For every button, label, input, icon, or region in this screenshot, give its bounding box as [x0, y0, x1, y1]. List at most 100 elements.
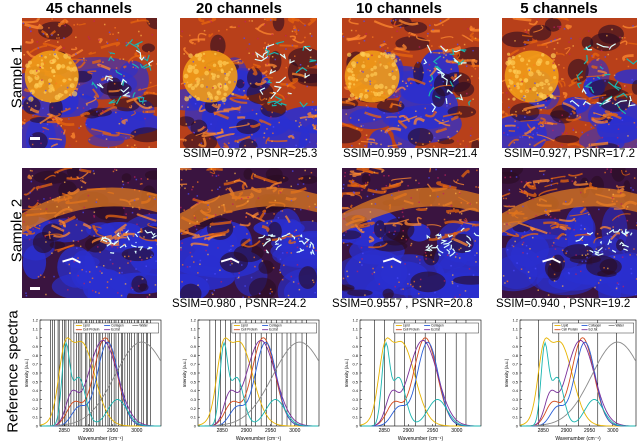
spectra-chart-5: 0 0.1 0.2 0.3 0.4 0.5 0.6 0.7 0.8 0.9 1 1.1 1.2 2850 2… — [504, 318, 637, 442]
spectrum-extra — [360, 341, 481, 427]
spectrum-lipid — [39, 337, 161, 427]
column-header-45: 45 channels — [46, 0, 132, 17]
y-tick-label: 0.3 — [512, 397, 518, 402]
sample1-metric-5: SSIM=0.927, PSNR=17.2 — [504, 148, 636, 160]
y-tick-label: 1.1 — [32, 326, 38, 331]
y-tick-label: 1 — [356, 335, 359, 340]
x-tick-label: 2900 — [83, 428, 94, 434]
y-tick-label: 0.4 — [32, 388, 38, 393]
x-tick-label: 2850 — [538, 428, 549, 434]
y-tick-label: 0.2 — [352, 406, 358, 411]
legend-entry: Lipid — [561, 324, 568, 328]
sample1-image-45 — [22, 18, 157, 148]
x-axis-label: Wavenumber (cm⁻¹) — [555, 436, 601, 442]
y-tick-label: 0.9 — [352, 344, 358, 349]
legend-entry: Collagen — [269, 324, 282, 328]
y-tick-label: 0.2 — [190, 406, 196, 411]
y-tick-label: 1.2 — [32, 318, 38, 323]
y-tick-label: 0.1 — [352, 415, 358, 420]
spectrum-water — [40, 341, 161, 427]
y-tick-label: 0.7 — [190, 362, 196, 367]
y-tick-label: 0.7 — [512, 362, 518, 367]
spectra-chart-20: 0 0.1 0.2 0.3 0.4 0.5 0.6 0.7 0.8 0.9 1 1.1 1.2 2850 2… — [182, 318, 320, 442]
x-tick-label: 2900 — [403, 428, 414, 434]
x-axis-label: Wavenumber (cm⁻¹) — [78, 436, 124, 442]
spectrum-lipid — [359, 337, 481, 427]
y-tick-label: 0.9 — [190, 344, 196, 349]
x-tick-label: 2900 — [241, 428, 252, 434]
y-tick-label: 1 — [516, 335, 519, 340]
sample2-metric-10: SSIM=0.9557 , PSNR=20.8 — [332, 298, 473, 310]
y-tick-label: 0.7 — [32, 362, 38, 367]
y-tick-label: 0.6 — [512, 371, 518, 376]
y-tick-label: 0.3 — [32, 397, 38, 402]
y-axis-label: Intensity (a.u.) — [504, 358, 509, 387]
column-header-10: 10 channels — [356, 0, 442, 17]
legend-entry: Cell Protein — [83, 328, 100, 332]
x-axis-label: Wavenumber (cm⁻¹) — [236, 436, 282, 442]
y-axis-label: Intensity (a.u.) — [182, 358, 187, 387]
y-tick-label: 0.8 — [190, 353, 196, 358]
y-tick-label: 0.1 — [32, 415, 38, 420]
y-tick-label: 0.1 — [190, 415, 196, 420]
legend-entry: Collagen — [111, 324, 124, 328]
spectrum-ecl_fat — [520, 339, 636, 427]
y-tick-label: 0.5 — [352, 379, 358, 384]
spectrum-water — [520, 341, 636, 427]
y-tick-label: 0.5 — [32, 379, 38, 384]
spectrum-ecl_fat — [40, 339, 161, 427]
x-tick-label: 2850 — [217, 428, 228, 434]
sample1-image-10 — [342, 18, 479, 148]
sample1-metric-10: SSIM=0.959 , PSNR=21.4 — [343, 148, 478, 160]
y-tick-label: 0.6 — [352, 371, 358, 376]
row-label-reference: Reference spectra — [4, 310, 22, 433]
legend-entry: Cell Protein — [241, 328, 258, 332]
spectrum-extra — [198, 341, 319, 427]
y-tick-label: 0.8 — [352, 353, 358, 358]
y-tick-label: 0.2 — [512, 406, 518, 411]
legend-entry: Lipid — [83, 324, 90, 328]
y-tick-label: 0.3 — [190, 397, 196, 402]
y-tick-label: 0 — [516, 424, 519, 429]
y-tick-label: 0.4 — [512, 388, 518, 393]
sample2-metric-5: SSIM=0.940 , PSNR=19.2 — [496, 298, 631, 310]
y-tick-label: 1.2 — [352, 318, 358, 323]
x-tick-label: 3000 — [607, 428, 618, 434]
y-tick-label: 0.6 — [190, 371, 196, 376]
y-tick-label: 0 — [356, 424, 359, 429]
sample1-image-20 — [180, 18, 317, 148]
spectra-chart-10: 0 0.1 0.2 0.3 0.4 0.5 0.6 0.7 0.8 0.9 1 1.1 1.2 2850 2… — [344, 318, 482, 442]
spectra-chart-45: 0 0.1 0.2 0.3 0.4 0.5 0.6 0.7 0.8 0.9 1 1.1 1.2 2850 2… — [24, 318, 162, 442]
legend-entry: Lipid — [403, 324, 410, 328]
column-header-5: 5 channels — [520, 0, 598, 17]
y-tick-label: 0 — [36, 424, 39, 429]
y-tick-label: 0.5 — [512, 379, 518, 384]
y-tick-label: 0.8 — [512, 353, 518, 358]
legend-entry: Cell Protein — [561, 328, 578, 332]
x-tick-label: 2900 — [561, 428, 572, 434]
x-tick-label: 3000 — [131, 428, 142, 434]
spectrum-lipid — [197, 337, 319, 427]
spectrum-collagen — [360, 341, 481, 427]
y-tick-label: 0.4 — [190, 388, 196, 393]
legend-entry: Ecl.fat — [431, 328, 440, 332]
spectrum-lipid — [519, 337, 636, 427]
y-tick-label: 0.9 — [32, 344, 38, 349]
scale-bar — [30, 287, 40, 290]
y-tick-label: 0.8 — [32, 353, 38, 358]
y-tick-label: 1.1 — [352, 326, 358, 331]
y-tick-label: 1.2 — [190, 318, 196, 323]
sample2-image-20 — [180, 168, 317, 298]
legend-entry: Water — [616, 324, 625, 328]
x-tick-label: 2950 — [265, 428, 276, 434]
legend-entry: Ecl.fat — [111, 328, 120, 332]
x-tick-label: 2850 — [379, 428, 390, 434]
x-tick-label: 2950 — [107, 428, 118, 434]
y-tick-label: 1.1 — [190, 326, 196, 331]
x-tick-label: 2850 — [59, 428, 70, 434]
column-header-20: 20 channels — [196, 0, 282, 17]
legend-entry: Collagen — [589, 324, 602, 328]
y-tick-label: 0.1 — [512, 415, 518, 420]
x-axis-label: Wavenumber (cm⁻¹) — [398, 436, 444, 442]
spectrum-extra — [40, 341, 161, 427]
